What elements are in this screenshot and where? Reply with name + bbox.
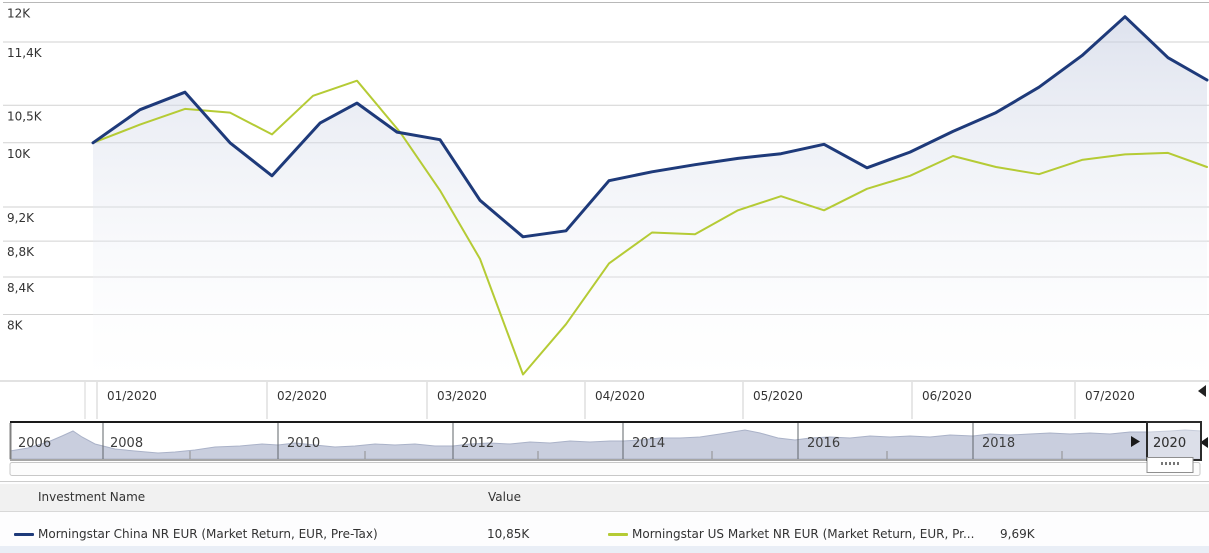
legend-bottom-strip — [0, 546, 1209, 553]
navigator-year-label: 2020 — [1153, 436, 1186, 451]
us-market-series-swatch — [608, 533, 628, 536]
y-axis-label: 10K — [7, 147, 31, 161]
navigator-year-label: 2018 — [982, 436, 1015, 451]
legend-table: Investment Name Value Morningstar China … — [0, 481, 1209, 553]
x-axis-label: 05/2020 — [753, 389, 803, 403]
china-series-swatch — [14, 533, 34, 536]
legend-item-us-market-value: 9,69K — [1000, 527, 1035, 541]
scrollbar-thumb-grip-icon — [1161, 462, 1163, 465]
performance-chart: 12K 11,4K 10,5K 10K 9,2K 8,8K 8,4K 8K 01/2020 02/… — [0, 2, 1209, 476]
scrollbar-thumb-grip-icon — [1165, 462, 1167, 465]
navigator-selection-label: 2020 — [1153, 436, 1186, 451]
legend-col-investment-name: Investment Name — [38, 490, 146, 504]
x-axis-label: 03/2020 — [437, 389, 487, 403]
scrollbar-thumb-grip-icon — [1177, 462, 1179, 465]
y-axis-label: 9,2K — [7, 211, 35, 225]
x-axis-label: 07/2020 — [1085, 389, 1135, 403]
legend-row: Morningstar China NR EUR (Market Return,… — [0, 512, 1209, 546]
y-axis-label: 12K — [7, 7, 31, 21]
navigator-scroll-left-icon[interactable] — [1200, 437, 1208, 448]
china-series-line[interactable] — [91, 15, 1209, 239]
legend-header: Investment Name Value — [0, 484, 1209, 512]
legend-item-china-name[interactable]: Morningstar China NR EUR (Market Return,… — [38, 527, 378, 541]
x-axis-label: 04/2020 — [595, 389, 645, 403]
x-axis-label: 02/2020 — [277, 389, 327, 403]
navigator-year-label: 2016 — [807, 436, 840, 451]
y-axis-label: 8K — [7, 319, 24, 333]
navigator-year-label: 2008 — [110, 436, 143, 451]
navigator-year-label: 2014 — [632, 436, 665, 451]
scrollbar-thumb-grip-icon — [1173, 462, 1175, 465]
navigator-scroll-right-icon[interactable] — [1131, 436, 1140, 447]
navigator-selection-box[interactable] — [1146, 421, 1202, 461]
navigator-year-label: 2010 — [287, 436, 320, 451]
china-series-area — [93, 16, 1207, 381]
navigator-year-label: 2012 — [461, 436, 494, 451]
y-axis-label: 8,4K — [7, 281, 35, 295]
legend-col-value: Value — [488, 490, 521, 504]
scrollbar-track[interactable] — [9, 462, 1201, 476]
navigator-preview-area — [9, 429, 1202, 460]
axis-scroll-left-icon[interactable] — [1198, 385, 1206, 397]
y-axis-label: 8,8K — [7, 245, 35, 259]
x-axis-label: 01/2020 — [107, 389, 157, 403]
x-axis-label: 06/2020 — [922, 389, 972, 403]
navigator-year-label: 2006 — [18, 436, 51, 451]
us-market-series-line[interactable] — [92, 79, 1208, 376]
legend-item-us-market-name[interactable]: Morningstar US Market NR EUR (Market Ret… — [632, 527, 975, 541]
legend-item-china-value: 10,85K — [487, 527, 530, 541]
scrollbar-thumb-grip-icon — [1169, 462, 1171, 465]
y-axis-label: 11,4K — [7, 46, 43, 60]
y-axis-label: 10,5K — [7, 109, 43, 123]
